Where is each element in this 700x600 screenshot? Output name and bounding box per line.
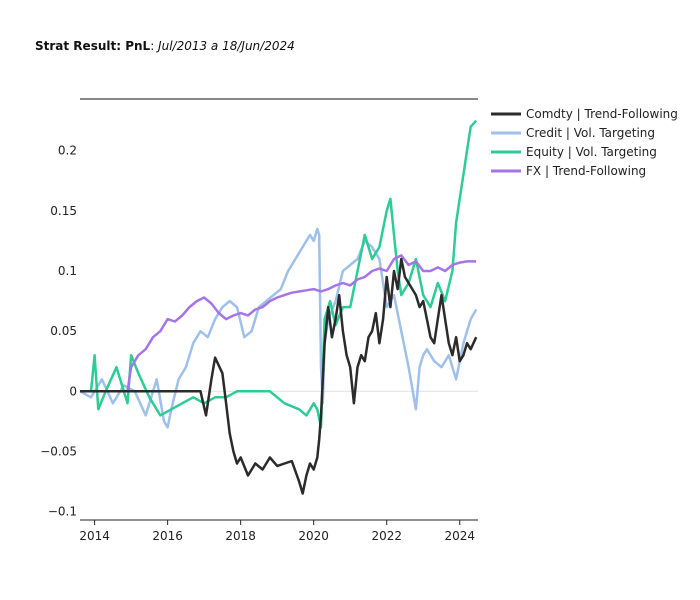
series-line-2 xyxy=(80,119,478,429)
legend[interactable]: Comdty | Trend-Following Credit | Vol. Ta… xyxy=(491,107,678,178)
series-line-1 xyxy=(79,227,478,429)
legend-item-1[interactable]: Credit | Vol. Targeting xyxy=(491,126,655,140)
chart-title-separator: : xyxy=(150,39,158,53)
x-tick-label: 2014 xyxy=(79,529,110,543)
legend-label: Equity | Vol. Targeting xyxy=(526,145,657,159)
legend-label: FX | Trend-Following xyxy=(526,164,646,178)
y-tick-label: 0.1 xyxy=(58,264,77,278)
chart-title: Strat Result: PnL: Jul/2013 a 18/Jun/202… xyxy=(35,39,295,53)
x-tick-label: 2022 xyxy=(371,529,402,543)
legend-item-3[interactable]: FX | Trend-Following xyxy=(491,164,646,178)
y-axis: −0.1 −0.05 0 0.05 0.1 0.15 0.2 xyxy=(40,144,77,519)
legend-label: Credit | Vol. Targeting xyxy=(526,126,655,140)
grid xyxy=(80,98,478,392)
legend-label: Comdty | Trend-Following xyxy=(526,107,678,121)
y-tick-label: −0.05 xyxy=(40,444,77,458)
y-tick-label: −0.1 xyxy=(48,505,77,519)
y-tick-label: 0.2 xyxy=(58,144,77,158)
legend-item-2[interactable]: Equity | Vol. Targeting xyxy=(491,145,657,159)
series-line-3 xyxy=(80,254,477,393)
x-tick-label: 2018 xyxy=(225,529,256,543)
x-axis: 2014 2016 2018 2020 2022 2024 xyxy=(79,519,478,543)
x-tick-label: 2024 xyxy=(444,529,475,543)
chart-title-period: Jul/2013 a 18/Jun/2024 xyxy=(156,39,295,53)
x-tick-label: 2016 xyxy=(152,529,183,543)
y-tick-label: 0.15 xyxy=(50,204,77,218)
plot-lines xyxy=(79,119,478,495)
series-line-0 xyxy=(80,257,478,495)
x-tick-label: 2020 xyxy=(298,529,329,543)
y-tick-label: 0.05 xyxy=(50,324,77,338)
y-tick-label: 0 xyxy=(69,384,77,398)
chart-title-main: Strat Result: PnL xyxy=(35,39,151,53)
legend-item-0[interactable]: Comdty | Trend-Following xyxy=(491,107,678,121)
